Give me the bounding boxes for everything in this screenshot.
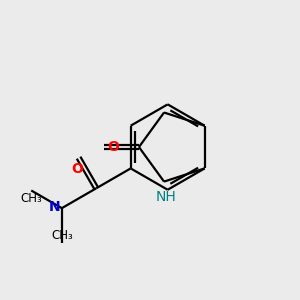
Text: NH: NH	[155, 190, 176, 204]
Text: N: N	[49, 200, 60, 214]
Text: CH₃: CH₃	[20, 192, 42, 205]
Text: CH₃: CH₃	[51, 229, 73, 242]
Text: O: O	[71, 162, 83, 176]
Text: O: O	[107, 140, 119, 154]
